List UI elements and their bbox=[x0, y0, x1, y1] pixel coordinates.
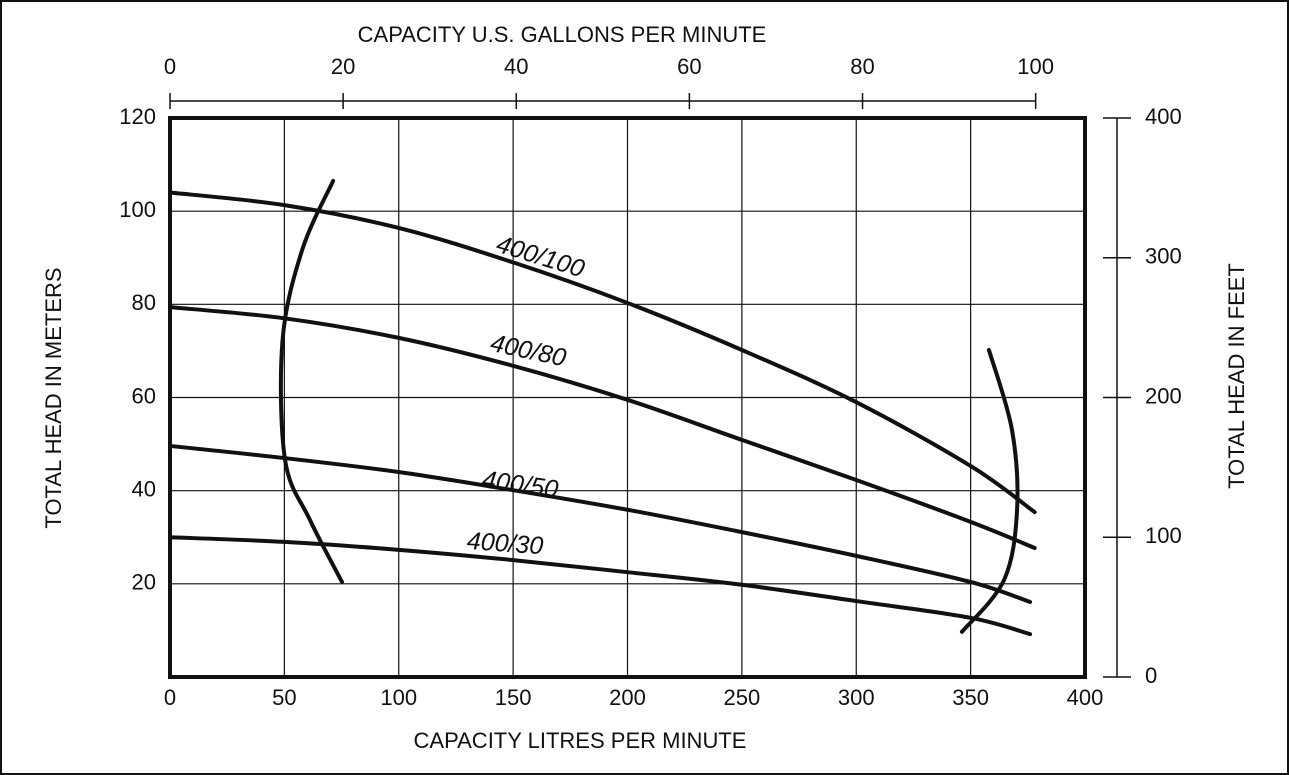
y-tick-label: 100 bbox=[119, 197, 156, 222]
x-tick-label: 50 bbox=[272, 685, 296, 710]
y2-tick-label: 400 bbox=[1145, 104, 1182, 129]
y-tick-label: 80 bbox=[132, 290, 156, 315]
plot-frame bbox=[168, 116, 1087, 679]
y-tick-label: 60 bbox=[132, 383, 156, 408]
curve bbox=[959, 347, 1020, 634]
curve bbox=[278, 178, 345, 584]
curve bbox=[168, 443, 1033, 605]
x2-tick-label: 60 bbox=[677, 54, 701, 79]
x-tick-label: 150 bbox=[495, 685, 532, 710]
curve-label: 400/80 bbox=[488, 329, 569, 372]
x2-axis-label: CAPACITY U.S. GALLONS PER MINUTE bbox=[358, 22, 767, 47]
y-tick-label: 120 bbox=[119, 104, 156, 129]
x-tick-label: 200 bbox=[609, 685, 646, 710]
y-axis-label: TOTAL HEAD IN METERS bbox=[41, 267, 66, 528]
x-tick-label: 0 bbox=[164, 685, 176, 710]
x-tick-label: 100 bbox=[380, 685, 417, 710]
y-tick-label: 20 bbox=[132, 570, 156, 595]
x-tick-label: 250 bbox=[724, 685, 761, 710]
x-tick-label: 300 bbox=[838, 685, 875, 710]
curve-label: 400/100 bbox=[493, 230, 588, 283]
y2-tick-label: 200 bbox=[1145, 383, 1182, 408]
curve bbox=[168, 190, 1037, 515]
curve bbox=[168, 535, 1033, 637]
x2-tick-label: 80 bbox=[850, 54, 874, 79]
x2-tick-label: 40 bbox=[504, 54, 528, 79]
x2-tick-label: 20 bbox=[331, 54, 355, 79]
x-tick-label: 350 bbox=[952, 685, 989, 710]
curve bbox=[168, 305, 1037, 550]
x-tick-label: 400 bbox=[1067, 685, 1104, 710]
curve-label: 400/50 bbox=[480, 465, 560, 503]
curve-label: 400/30 bbox=[466, 527, 544, 560]
y2-axis-label: TOTAL HEAD IN FEET bbox=[1224, 263, 1249, 489]
x2-tick-label: 0 bbox=[164, 54, 176, 79]
y2-tick-label: 0 bbox=[1145, 663, 1157, 688]
x2-tick-label: 100 bbox=[1017, 54, 1054, 79]
y2-tick-label: 100 bbox=[1145, 523, 1182, 548]
y-tick-label: 40 bbox=[132, 476, 156, 501]
x-axis-label: CAPACITY LITRES PER MINUTE bbox=[414, 728, 747, 753]
y2-tick-label: 300 bbox=[1145, 244, 1182, 269]
